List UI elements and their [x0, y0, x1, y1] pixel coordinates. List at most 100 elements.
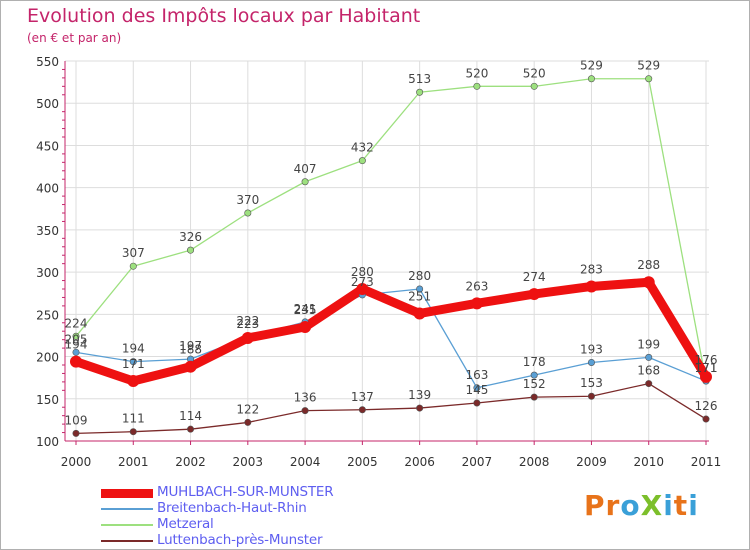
data-label: 520	[465, 66, 488, 80]
data-label: 222	[236, 314, 259, 328]
data-label: 407	[294, 162, 317, 176]
data-label: 224	[65, 316, 88, 330]
data-label: 194	[122, 342, 145, 356]
x-tick-label: 2011	[691, 455, 722, 469]
y-tick-label: 200	[36, 351, 59, 365]
data-label: 326	[179, 230, 202, 244]
data-label: 152	[523, 377, 546, 391]
data-point	[244, 418, 252, 426]
x-tick-label: 2001	[118, 455, 149, 469]
data-label: 274	[523, 270, 546, 284]
y-tick-label: 300	[36, 266, 59, 280]
data-point	[702, 415, 710, 423]
data-label: 197	[179, 339, 202, 353]
data-label: 194	[65, 338, 88, 352]
x-tick-label: 2005	[347, 455, 378, 469]
x-tick-label: 2002	[175, 455, 206, 469]
data-point	[470, 297, 483, 310]
data-label: 273	[351, 275, 374, 289]
x-tick-label: 2010	[633, 455, 664, 469]
data-point	[530, 82, 538, 90]
proxiti-logo: ProXiti	[584, 489, 699, 522]
logo-letter: t	[673, 489, 689, 522]
data-label: 111	[122, 412, 145, 426]
data-label: 176	[695, 353, 718, 367]
data-label: 178	[523, 355, 546, 369]
legend-label: MUHLBACH-SUR-MUNSTER	[157, 484, 334, 500]
data-point	[587, 75, 595, 83]
data-label: 163	[465, 368, 488, 382]
data-point	[473, 82, 481, 90]
x-tick-label: 2004	[290, 455, 321, 469]
data-label: 251	[408, 289, 431, 303]
logo-letter: i	[663, 489, 674, 522]
data-point	[473, 399, 481, 407]
x-tick-label: 2006	[404, 455, 435, 469]
data-point	[299, 321, 312, 333]
data-label: 288	[637, 258, 660, 272]
data-label: 114	[179, 409, 202, 423]
data-label: 188	[179, 343, 202, 357]
data-label: 171	[122, 357, 145, 371]
data-label: 513	[408, 72, 431, 86]
series-line-1	[75, 288, 707, 389]
legend-swatch	[101, 524, 153, 526]
x-tick-label: 2008	[519, 455, 550, 469]
data-point	[127, 375, 140, 388]
data-label: 109	[65, 413, 88, 427]
data-point	[473, 384, 481, 392]
series-line-2	[75, 78, 707, 382]
data-label: 432	[351, 141, 374, 155]
data-point	[72, 332, 80, 340]
data-label: 241	[294, 302, 317, 316]
data-label: 199	[637, 337, 660, 351]
y-tick-label: 350	[36, 224, 59, 238]
data-point	[184, 360, 197, 373]
data-label: 205	[65, 332, 88, 346]
data-point	[72, 429, 80, 437]
y-tick-label: 150	[36, 393, 59, 407]
data-point	[129, 262, 137, 270]
data-label: 126	[695, 399, 718, 413]
y-tick-label: 550	[36, 55, 59, 69]
data-point	[129, 358, 137, 366]
data-label: 139	[408, 388, 431, 402]
data-point	[301, 407, 309, 415]
y-tick-label: 100	[36, 435, 59, 449]
data-point	[530, 393, 538, 401]
logo-letter: i	[688, 489, 699, 522]
x-tick-label: 2007	[462, 455, 493, 469]
series-line-3	[75, 382, 707, 435]
data-point	[528, 288, 541, 301]
legend-label: Breitenbach-Haut-Rhin	[157, 500, 307, 516]
data-label: 529	[580, 59, 603, 73]
chart-subtitle: (en € et par an)	[27, 31, 122, 45]
data-point	[244, 209, 252, 217]
legend-label: Luttenbach-près-Munster	[157, 532, 323, 548]
y-tick-label: 250	[36, 308, 59, 322]
data-label: 223	[236, 317, 259, 331]
data-point	[70, 355, 82, 368]
data-point	[416, 88, 424, 96]
data-label: 136	[294, 391, 317, 405]
y-tick-label: 500	[36, 97, 59, 111]
data-label: 171	[695, 361, 718, 375]
logo-letter: o	[620, 489, 641, 522]
data-point	[587, 358, 595, 366]
data-point	[241, 331, 254, 344]
data-label: 280	[408, 269, 431, 283]
data-point	[358, 406, 366, 414]
data-point	[358, 157, 366, 165]
data-point	[645, 75, 653, 83]
data-label: 529	[637, 59, 660, 73]
data-point	[301, 178, 309, 186]
data-point	[642, 276, 655, 289]
data-point	[187, 246, 195, 254]
logo-letter: X	[640, 489, 664, 522]
data-label: 520	[523, 66, 546, 80]
data-point	[645, 353, 653, 361]
y-tick-label: 400	[36, 182, 59, 196]
data-label: 370	[236, 193, 259, 207]
x-tick-label: 2003	[233, 455, 264, 469]
